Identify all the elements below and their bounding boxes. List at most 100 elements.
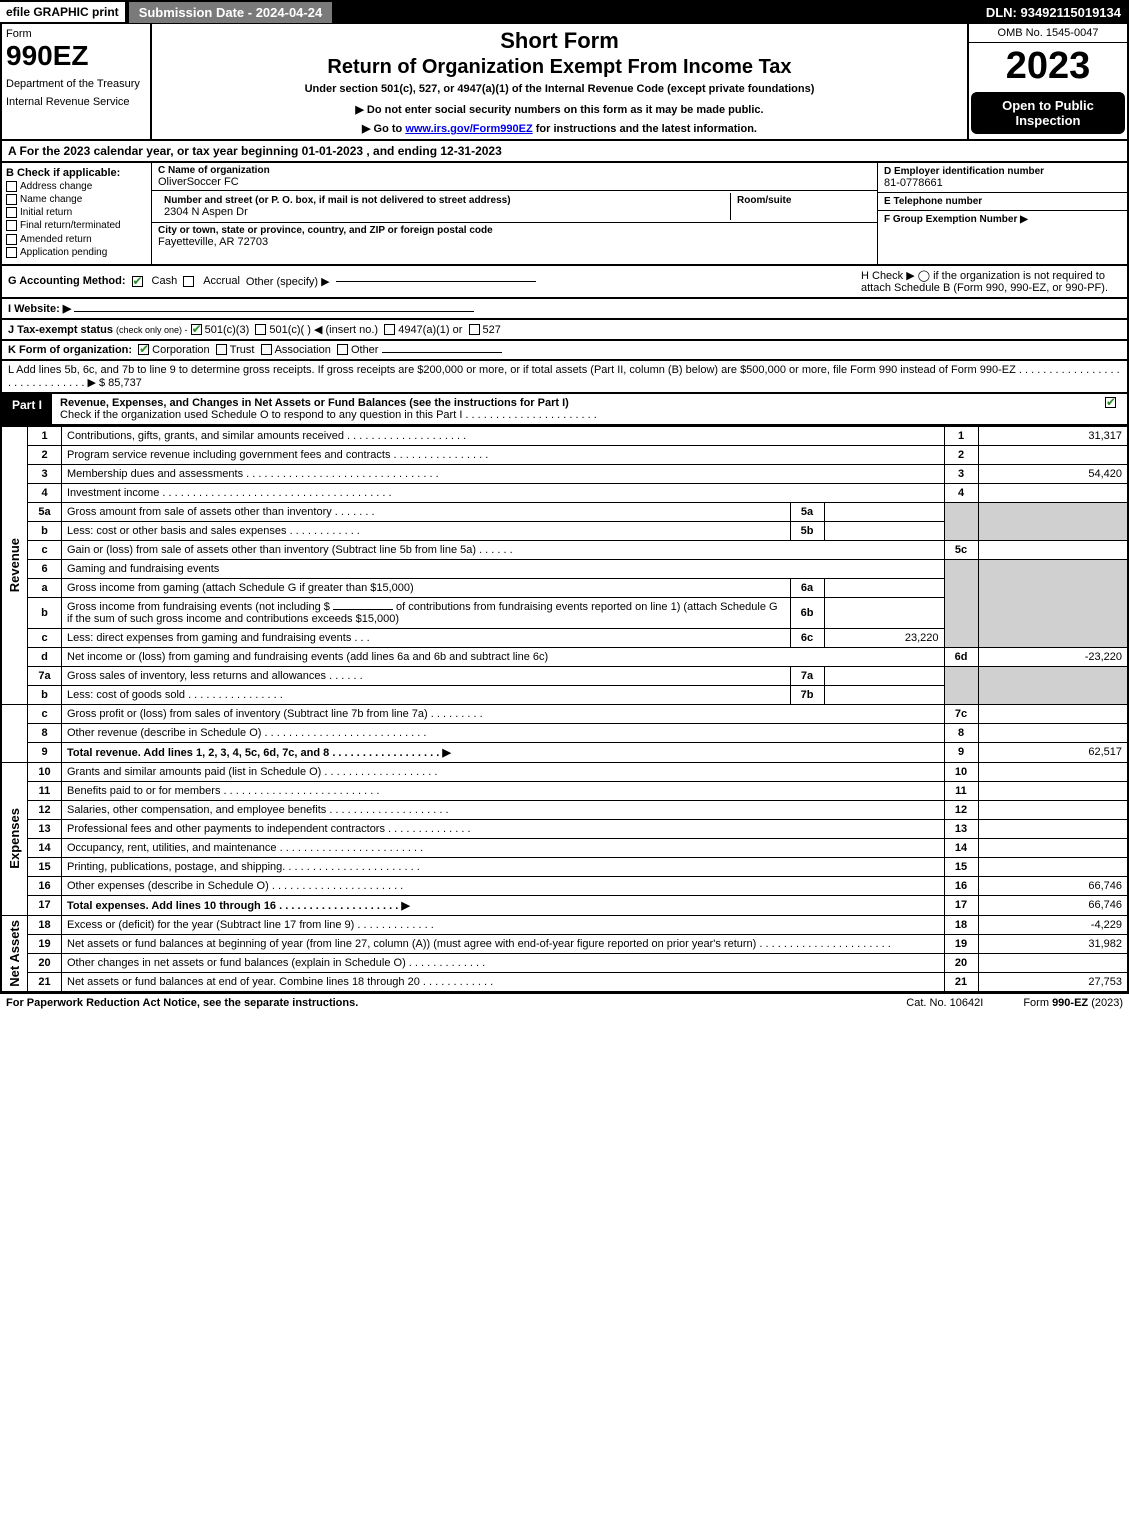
phone-label: E Telephone number bbox=[884, 196, 1121, 207]
line-7c: cGross profit or (loss) from sales of in… bbox=[1, 704, 1128, 723]
chk-501c3[interactable] bbox=[191, 324, 202, 335]
org-name-label: C Name of organization bbox=[158, 165, 871, 176]
chk-corporation[interactable] bbox=[138, 344, 149, 355]
line-8: 8Other revenue (describe in Schedule O) … bbox=[1, 723, 1128, 742]
street-cell: Number and street (or P. O. box, if mail… bbox=[158, 193, 731, 220]
line-4: 4Investment income . . . . . . . . . . .… bbox=[1, 483, 1128, 502]
vlabel-net-assets: Net Assets bbox=[1, 915, 28, 992]
title-short-form: Short Form bbox=[160, 28, 959, 54]
line-12: 12Salaries, other compensation, and empl… bbox=[1, 800, 1128, 819]
dln-number: DLN: 93492115019134 bbox=[978, 2, 1129, 23]
chk-4947[interactable] bbox=[384, 324, 395, 335]
phone-row: E Telephone number bbox=[878, 193, 1127, 211]
city-row: City or town, state or province, country… bbox=[152, 223, 877, 250]
chk-initial-return[interactable]: Initial return bbox=[6, 207, 147, 218]
form-number: 990EZ bbox=[6, 40, 146, 72]
chk-association[interactable] bbox=[261, 344, 272, 355]
link-post: for instructions and the latest informat… bbox=[533, 123, 757, 135]
line-9: 9Total revenue. Add lines 1, 2, 3, 4, 5c… bbox=[1, 742, 1128, 762]
chk-trust[interactable] bbox=[216, 344, 227, 355]
group-exemption-row: F Group Exemption Number ▶ bbox=[878, 211, 1127, 228]
dept-treasury: Department of the Treasury bbox=[6, 78, 146, 90]
line-5a: 5aGross amount from sale of assets other… bbox=[1, 502, 1128, 521]
g-label: G Accounting Method: bbox=[8, 275, 126, 287]
form-right-block: OMB No. 1545-0047 2023 Open to Public In… bbox=[967, 24, 1127, 139]
line-10: Expenses 10Grants and similar amounts pa… bbox=[1, 762, 1128, 781]
line-17: 17Total expenses. Add lines 10 through 1… bbox=[1, 895, 1128, 915]
association-label: Association bbox=[275, 344, 331, 356]
527-label: 527 bbox=[483, 324, 501, 336]
chk-accrual[interactable] bbox=[183, 276, 194, 287]
line-21: 21Net assets or fund balances at end of … bbox=[1, 972, 1128, 992]
row-j-tax-status: J Tax-exempt status (check only one) - 5… bbox=[0, 320, 1129, 341]
form-title-block: Short Form Return of Organization Exempt… bbox=[152, 24, 967, 139]
instructions-link-line: ▶ Go to www.irs.gov/Form990EZ for instru… bbox=[160, 122, 959, 135]
chk-address-change[interactable]: Address change bbox=[6, 181, 147, 192]
form-id-block: Form 990EZ Department of the Treasury In… bbox=[2, 24, 152, 139]
col-b-header: B Check if applicable: bbox=[6, 167, 147, 179]
line-14: 14Occupancy, rent, utilities, and mainte… bbox=[1, 838, 1128, 857]
top-bar: efile GRAPHIC print Submission Date - 20… bbox=[0, 0, 1129, 24]
street-row: Number and street (or P. O. box, if mail… bbox=[152, 191, 877, 223]
ein-value: 81-0778661 bbox=[884, 177, 1121, 189]
part1-header-row: Part I Revenue, Expenses, and Changes in… bbox=[0, 394, 1129, 426]
line-3: 3Membership dues and assessments . . . .… bbox=[1, 464, 1128, 483]
form-label: Form bbox=[6, 28, 146, 40]
chk-name-change[interactable]: Name change bbox=[6, 194, 147, 205]
other-specify-line bbox=[336, 281, 536, 282]
chk-other-org[interactable] bbox=[337, 344, 348, 355]
chk-application-pending[interactable]: Application pending bbox=[6, 247, 147, 258]
efile-label: efile GRAPHIC print bbox=[0, 2, 125, 22]
501c-label: 501(c)( ) ◀ (insert no.) bbox=[269, 324, 378, 336]
part1-check-line: Check if the organization used Schedule … bbox=[60, 409, 597, 421]
chk-part1-schedule-o[interactable] bbox=[1105, 397, 1116, 408]
omb-number: OMB No. 1545-0047 bbox=[969, 24, 1127, 43]
room-cell: Room/suite bbox=[731, 193, 871, 220]
l-text: L Add lines 5b, 6c, and 7b to line 9 to … bbox=[8, 364, 1120, 389]
line-1: Revenue 1 Contributions, gifts, grants, … bbox=[1, 426, 1128, 445]
website-line bbox=[74, 311, 474, 312]
irs-link[interactable]: www.irs.gov/Form990EZ bbox=[405, 123, 532, 135]
submission-date: Submission Date - 2024-04-24 bbox=[129, 2, 333, 23]
chk-amended-return[interactable]: Amended return bbox=[6, 234, 147, 245]
vlabel-revenue: Revenue bbox=[1, 426, 28, 704]
cash-label: Cash bbox=[152, 275, 178, 287]
row-a-text: A For the 2023 calendar year, or tax yea… bbox=[8, 144, 502, 158]
accrual-label: Accrual bbox=[203, 275, 240, 287]
chk-final-return[interactable]: Final return/terminated bbox=[6, 220, 147, 231]
part1-checkbox-cell bbox=[1097, 394, 1127, 424]
street-value: 2304 N Aspen Dr bbox=[164, 206, 724, 218]
link-pre: ▶ Go to bbox=[362, 123, 405, 135]
city-label: City or town, state or province, country… bbox=[158, 225, 871, 236]
street-label: Number and street (or P. O. box, if mail… bbox=[164, 195, 724, 206]
chk-501c[interactable] bbox=[255, 324, 266, 335]
vlabel-expenses: Expenses bbox=[1, 762, 28, 915]
row-k-form-org: K Form of organization: Corporation Trus… bbox=[0, 341, 1129, 361]
j-small: (check only one) - bbox=[116, 325, 188, 335]
group-exemption-label: F Group Exemption Number ▶ bbox=[884, 214, 1121, 225]
title-return: Return of Organization Exempt From Incom… bbox=[160, 56, 959, 79]
dept-irs: Internal Revenue Service bbox=[6, 96, 146, 108]
j-label: J Tax-exempt status bbox=[8, 324, 113, 336]
col-def: D Employer identification number 81-0778… bbox=[877, 163, 1127, 264]
org-name-row: C Name of organization OliverSoccer FC bbox=[152, 163, 877, 191]
line-5c: cGain or (loss) from sale of assets othe… bbox=[1, 540, 1128, 559]
room-label: Room/suite bbox=[737, 195, 865, 206]
part1-title: Revenue, Expenses, and Changes in Net As… bbox=[52, 394, 1097, 424]
corporation-label: Corporation bbox=[152, 344, 209, 356]
line-16: 16Other expenses (describe in Schedule O… bbox=[1, 876, 1128, 895]
other-org-line bbox=[382, 352, 502, 353]
ein-label: D Employer identification number bbox=[884, 166, 1121, 177]
page-footer: For Paperwork Reduction Act Notice, see … bbox=[0, 993, 1129, 1012]
part1-badge: Part I bbox=[2, 394, 52, 424]
l-value: 85,737 bbox=[108, 377, 142, 389]
chk-cash[interactable] bbox=[132, 276, 143, 287]
part1-title-text: Revenue, Expenses, and Changes in Net As… bbox=[60, 397, 569, 409]
501c3-label: 501(c)(3) bbox=[205, 324, 250, 336]
chk-527[interactable] bbox=[469, 324, 480, 335]
footer-left: For Paperwork Reduction Act Notice, see … bbox=[6, 997, 358, 1009]
line-15: 15Printing, publications, postage, and s… bbox=[1, 857, 1128, 876]
tax-year: 2023 bbox=[969, 43, 1127, 90]
line-6: 6Gaming and fundraising events bbox=[1, 559, 1128, 578]
other-org-label: Other bbox=[351, 344, 379, 356]
